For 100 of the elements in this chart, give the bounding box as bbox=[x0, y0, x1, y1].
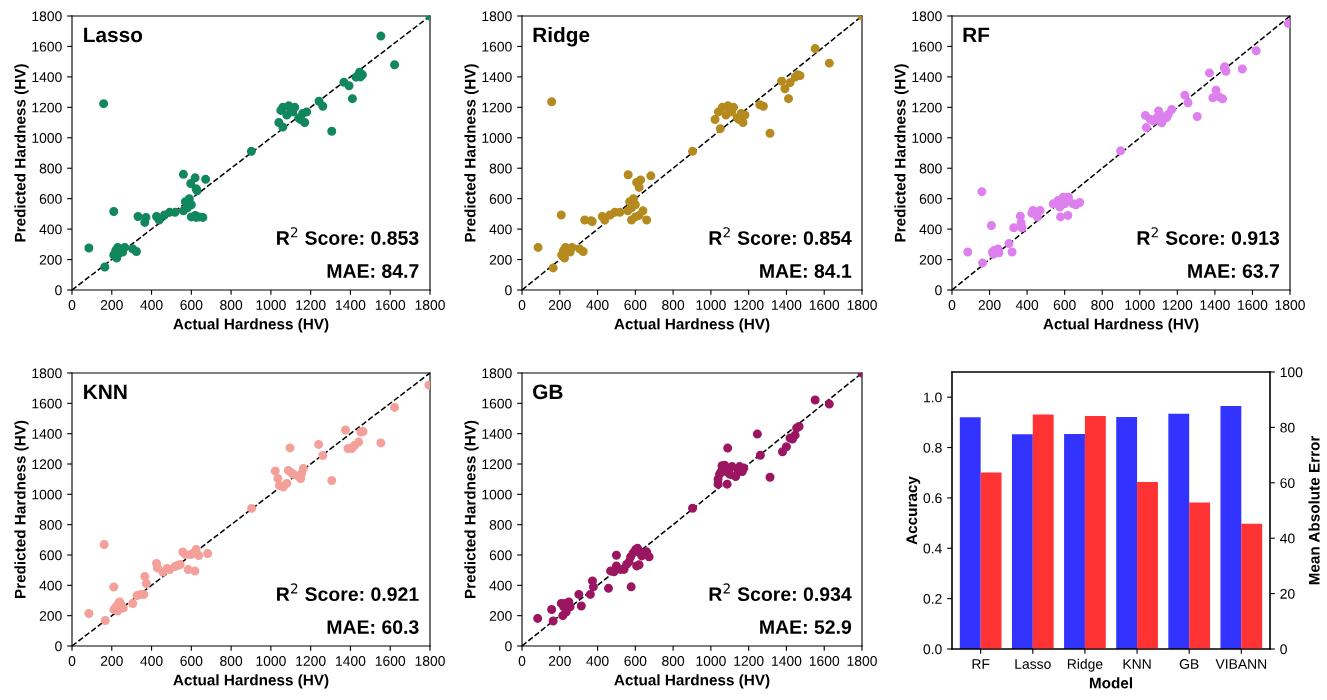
y-tick-label: 1600 bbox=[482, 398, 512, 409]
x-tick-label: 1200 bbox=[296, 656, 326, 666]
y-tick-label: 600 bbox=[919, 194, 942, 204]
x-tick-label: 800 bbox=[662, 300, 685, 310]
y-tick-label: 600 bbox=[489, 194, 512, 204]
x-tick-label: 400 bbox=[140, 300, 163, 310]
x-tick-label: 400 bbox=[140, 656, 163, 666]
y-tick-label: 400 bbox=[39, 224, 62, 235]
y-tick-label: 800 bbox=[39, 520, 62, 530]
y-tick-label: 1600 bbox=[912, 41, 942, 52]
annotation: R$^{2}$ Score: 0.934 bbox=[709, 583, 852, 602]
x-tick-label: 1200 bbox=[734, 656, 764, 666]
y-tick-label: 1400 bbox=[32, 429, 62, 439]
y-tick-label: 1000 bbox=[32, 133, 62, 143]
y-tick-label: 1000 bbox=[32, 489, 62, 500]
x-tick-label: 1200 bbox=[734, 300, 764, 310]
y-tick-label: 0 bbox=[55, 285, 62, 296]
y-tick-label: 0.0 bbox=[923, 644, 942, 655]
y-tick-label: 0.4 bbox=[923, 543, 942, 554]
x-tick-label: 800 bbox=[1091, 300, 1114, 310]
y-tick-label: 600 bbox=[39, 194, 62, 204]
y-tick-label: 1400 bbox=[912, 72, 942, 83]
y-tick-label: 200 bbox=[489, 611, 512, 621]
chart-title: GB bbox=[533, 384, 563, 400]
y-tick-label: 1000 bbox=[482, 133, 512, 143]
y-tick-label: 1200 bbox=[912, 102, 942, 113]
x-tick-label: 1000 bbox=[256, 300, 286, 310]
y-tick-label: 1200 bbox=[482, 102, 512, 113]
x-tick-label: 200 bbox=[548, 656, 571, 666]
x-tick-label: 0 bbox=[518, 300, 526, 310]
y-tick-label: 1000 bbox=[482, 489, 512, 500]
y-tick-label: 1800 bbox=[912, 11, 942, 22]
x-axis-title: Actual Hardness (HV) bbox=[614, 674, 770, 689]
x-tick-label: 400 bbox=[586, 300, 609, 310]
x-axis-title: Actual Hardness (HV) bbox=[173, 318, 329, 333]
y-tick-label: 0 bbox=[935, 285, 942, 296]
y-tick-label: 0.8 bbox=[923, 442, 942, 453]
x-tick-label: 800 bbox=[220, 656, 243, 666]
x-tick-label: 1000 bbox=[1125, 300, 1155, 310]
y-tick-label: 800 bbox=[489, 520, 512, 530]
annotation: MAE: 84.7 bbox=[327, 264, 419, 278]
y-tick-label: 1400 bbox=[32, 72, 62, 83]
x-tick-label: 200 bbox=[100, 300, 123, 310]
annotation: R$^{2}$ Score: 0.913 bbox=[1137, 227, 1280, 245]
y-tick-label: 600 bbox=[489, 550, 512, 561]
chart-title: RF bbox=[963, 27, 990, 43]
chart-title: Lasso bbox=[84, 27, 143, 43]
x-tick-label: 600 bbox=[624, 300, 647, 310]
x-tick-label: 1800 bbox=[415, 300, 445, 310]
y-axis-title: Predicted Hardness (HV) bbox=[14, 64, 29, 242]
x-tick-label: 0 bbox=[948, 300, 956, 310]
y-tick-label: 0.2 bbox=[923, 593, 942, 604]
x-tick-label: 1800 bbox=[1275, 300, 1305, 310]
x-tick-label: 1400 bbox=[1200, 300, 1230, 310]
x-tick-label: 200 bbox=[548, 300, 571, 310]
y-tick-label: 800 bbox=[919, 163, 942, 174]
y-tick-label: 0 bbox=[505, 641, 512, 652]
x-tick-label: 400 bbox=[1015, 300, 1039, 310]
x-tick-label: 0 bbox=[68, 656, 76, 666]
x-axis-title: Actual Hardness (HV) bbox=[173, 674, 329, 689]
y2-tick-label: 100 bbox=[1280, 367, 1303, 378]
x-axis-title: Actual Hardness (HV) bbox=[614, 318, 770, 333]
x-tick-label: 1400 bbox=[336, 300, 366, 310]
y-tick-label: 400 bbox=[919, 224, 942, 235]
annotation: MAE: 84.1 bbox=[760, 264, 852, 278]
y-tick-label: 0.6 bbox=[923, 493, 942, 504]
y2-tick-label: 80 bbox=[1280, 422, 1295, 433]
y-tick-label: 600 bbox=[39, 550, 62, 561]
x-tick-label: 800 bbox=[662, 656, 685, 666]
y-tick-label: 400 bbox=[489, 224, 512, 235]
x-tick-label: 1800 bbox=[847, 656, 877, 666]
x-tick-label: 1200 bbox=[1162, 300, 1193, 310]
y2-tick-label: 0 bbox=[1280, 644, 1287, 655]
annotation: R$^{2}$ Score: 0.921 bbox=[277, 583, 419, 602]
y-axis-title: Predicted Hardness (HV) bbox=[14, 420, 29, 599]
x-tick-label: 1800 bbox=[847, 300, 877, 310]
y-axis-title: Predicted Hardness (HV) bbox=[894, 64, 909, 242]
y-tick-label: 400 bbox=[39, 580, 62, 591]
y-tick-label: 1000 bbox=[912, 133, 942, 143]
x-tick-label: 1600 bbox=[809, 656, 840, 666]
x-tick-label: 1400 bbox=[336, 656, 366, 666]
x-axis-title: Actual Hardness (HV) bbox=[1043, 318, 1199, 333]
annotation: R$^{2}$ Score: 0.853 bbox=[277, 227, 419, 245]
y-tick-label: 200 bbox=[489, 254, 512, 265]
x-tick-label: 600 bbox=[180, 656, 203, 666]
x-tick-label: 1000 bbox=[696, 656, 726, 666]
annotation: MAE: 63.7 bbox=[1188, 264, 1280, 278]
chart-title: KNN bbox=[84, 384, 127, 400]
x-tick-label: 0 bbox=[518, 656, 526, 666]
y-tick-label: 1800 bbox=[32, 11, 62, 22]
x-tick-label: 400 bbox=[586, 656, 609, 666]
y-tick-label: 200 bbox=[39, 611, 62, 621]
y-tick-label: 1600 bbox=[32, 398, 62, 409]
x-tick-label: 1600 bbox=[375, 656, 406, 666]
y2-tick-label: 40 bbox=[1280, 533, 1295, 544]
y-tick-label: 200 bbox=[39, 254, 62, 265]
y-tick-label: 800 bbox=[489, 163, 512, 174]
x-tick-label: 200 bbox=[100, 656, 123, 666]
x-tick-label: 600 bbox=[180, 300, 203, 310]
y-tick-label: 1.0 bbox=[924, 392, 942, 403]
